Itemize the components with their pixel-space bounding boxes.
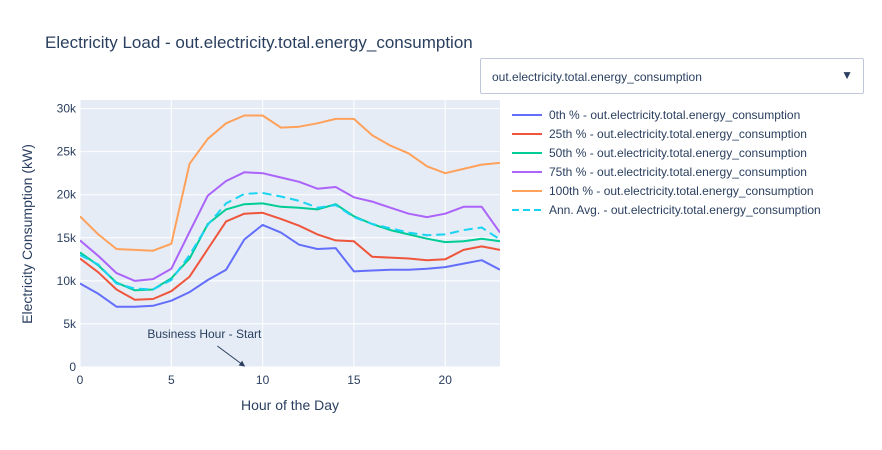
annotations: Business Hour - Start bbox=[147, 327, 262, 367]
legend-label: 100th % - out.electricity.total.energy_c… bbox=[549, 184, 814, 198]
series-line-3[interactable] bbox=[80, 171, 500, 282]
x-tick-label: 0 bbox=[77, 373, 84, 387]
series-line-5[interactable] bbox=[80, 192, 500, 291]
series-line-1[interactable] bbox=[80, 211, 500, 301]
series-line-0[interactable] bbox=[80, 223, 500, 308]
legend-label: 50th % - out.electricity.total.energy_co… bbox=[549, 146, 807, 160]
series-line-2[interactable] bbox=[80, 202, 500, 292]
y-tick-label: 0 bbox=[69, 360, 76, 374]
x-tick-label: 10 bbox=[256, 373, 270, 387]
legend-item[interactable]: Ann. Avg. - out.electricity.total.energy… bbox=[512, 203, 821, 217]
legend-item[interactable]: 0th % - out.electricity.total.energy_con… bbox=[512, 108, 800, 122]
legend-label: 75th % - out.electricity.total.energy_co… bbox=[549, 165, 807, 179]
legend-label: 0th % - out.electricity.total.energy_con… bbox=[549, 108, 800, 122]
grid-lines bbox=[79, 100, 500, 368]
x-tick-label: 20 bbox=[439, 373, 453, 387]
x-axis-title: Hour of the Day bbox=[241, 397, 339, 413]
legend-item[interactable]: 25th % - out.electricity.total.energy_co… bbox=[512, 127, 807, 141]
x-tick-label: 15 bbox=[347, 373, 361, 387]
legend: 0th % - out.electricity.total.energy_con… bbox=[512, 108, 821, 217]
y-tick-label: 5k bbox=[63, 317, 77, 331]
annotation-label: Business Hour - Start bbox=[147, 327, 262, 341]
axis-ticks: 0 5k 10k 15k 20k 25k 30k 0 5 10 15 20 bbox=[57, 102, 453, 387]
legend-item[interactable]: 75th % - out.electricity.total.energy_co… bbox=[512, 165, 807, 179]
annotation-arrow bbox=[217, 345, 246, 367]
y-tick-label: 10k bbox=[57, 274, 77, 288]
chart-title: Electricity Load - out.electricity.total… bbox=[45, 33, 473, 52]
y-tick-label: 20k bbox=[57, 188, 77, 202]
y-tick-label: 15k bbox=[57, 231, 77, 245]
legend-label: 25th % - out.electricity.total.energy_co… bbox=[549, 127, 807, 141]
triangle-down-icon: ▼ bbox=[841, 68, 853, 82]
plot-background bbox=[80, 100, 500, 367]
y-axis-title: Electricity Consumption (kW) bbox=[19, 144, 35, 324]
series-line-4[interactable] bbox=[80, 114, 500, 252]
legend-item[interactable]: 50th % - out.electricity.total.energy_co… bbox=[512, 146, 807, 160]
x-tick-label: 5 bbox=[168, 373, 175, 387]
legend-label: Ann. Avg. - out.electricity.total.energy… bbox=[549, 203, 821, 217]
y-tick-label: 30k bbox=[57, 102, 77, 116]
series-lines bbox=[80, 114, 500, 308]
dropdown-selected-value: out.electricity.total.energy_consumption bbox=[492, 70, 702, 84]
y-tick-label: 25k bbox=[57, 145, 77, 159]
variable-dropdown[interactable]: out.electricity.total.energy_consumption… bbox=[480, 58, 864, 94]
legend-item[interactable]: 100th % - out.electricity.total.energy_c… bbox=[512, 184, 814, 198]
